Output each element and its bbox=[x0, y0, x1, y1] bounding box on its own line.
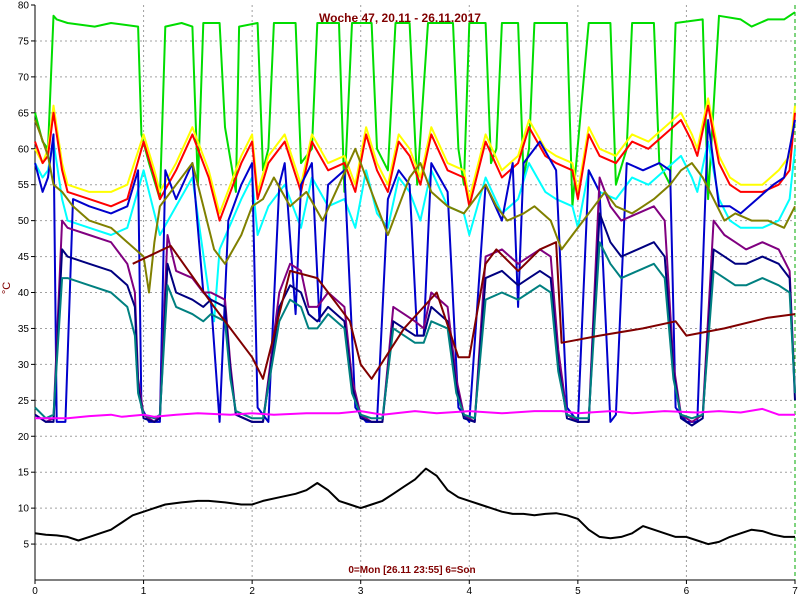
y-tick-label: 45 bbox=[18, 252, 30, 263]
y-tick-label: 15 bbox=[18, 468, 30, 479]
y-tick-label: 75 bbox=[18, 36, 30, 47]
y-tick-label: 50 bbox=[18, 216, 30, 227]
y-tick-label: 40 bbox=[18, 288, 30, 299]
y-tick-label: 5 bbox=[23, 540, 29, 551]
x-axis-label: 0=Mon [26.11 23:55] 6=Son bbox=[348, 565, 475, 576]
x-tick-label: 6 bbox=[684, 586, 690, 597]
series-line-4 bbox=[34, 140, 796, 323]
y-tick-label: 65 bbox=[18, 108, 30, 119]
y-tick-label: 10 bbox=[18, 504, 30, 515]
series-line-9 bbox=[34, 119, 796, 294]
y-tick-label: 20 bbox=[18, 432, 30, 443]
series-line-10 bbox=[132, 241, 796, 380]
series-line-11 bbox=[35, 407, 795, 420]
series-line-1 bbox=[34, 11, 796, 208]
y-tick-label: 70 bbox=[18, 72, 30, 83]
y-tick-label: 30 bbox=[18, 360, 30, 371]
series-line-2 bbox=[34, 97, 796, 215]
x-tick-label: 4 bbox=[467, 586, 473, 597]
x-tick-label: 5 bbox=[575, 586, 581, 597]
x-tick-label: 2 bbox=[249, 586, 255, 597]
y-tick-label: 25 bbox=[18, 396, 30, 407]
chart-series bbox=[34, 11, 796, 546]
x-tick-label: 3 bbox=[358, 586, 364, 597]
x-tick-label: 1 bbox=[141, 586, 147, 597]
y-tick-label: 55 bbox=[18, 180, 30, 191]
y-tick-label: 35 bbox=[18, 324, 30, 335]
chart-axes bbox=[31, 4, 796, 584]
x-tick-label: 0 bbox=[32, 586, 38, 597]
series-line-3 bbox=[34, 104, 796, 222]
series-line-7 bbox=[34, 212, 796, 427]
series-line-8 bbox=[34, 241, 796, 420]
series-line-5 bbox=[34, 119, 796, 423]
x-tick-label: 7 bbox=[792, 586, 798, 597]
series-line-12 bbox=[34, 467, 795, 546]
y-tick-label: 80 bbox=[18, 1, 30, 12]
y-axis-label: °C bbox=[1, 282, 13, 294]
chart-title: Woche 47, 20.11 - 26.11.2017 bbox=[319, 11, 481, 25]
y-tick-label: 60 bbox=[18, 144, 30, 155]
